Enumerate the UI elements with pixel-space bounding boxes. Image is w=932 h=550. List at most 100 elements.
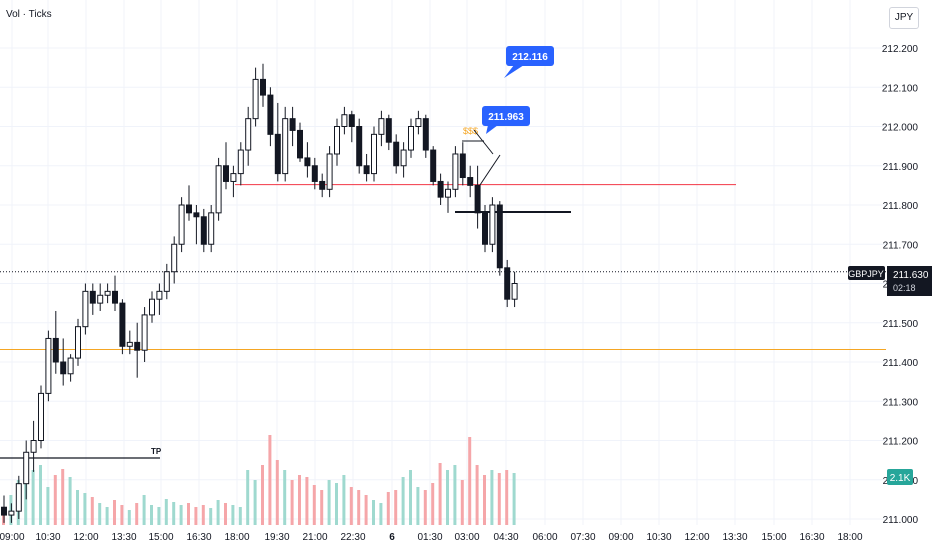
candle[interactable] bbox=[38, 392, 44, 441]
candle[interactable] bbox=[208, 212, 215, 245]
candle[interactable] bbox=[408, 126, 414, 151]
candle[interactable] bbox=[445, 188, 451, 198]
candle[interactable] bbox=[260, 78, 266, 96]
candle[interactable] bbox=[89, 290, 96, 304]
candle[interactable] bbox=[422, 118, 429, 151]
volume-bar bbox=[187, 503, 190, 525]
candle[interactable] bbox=[141, 314, 148, 351]
candle[interactable] bbox=[200, 216, 207, 245]
volume-bar bbox=[468, 437, 472, 525]
candle[interactable] bbox=[237, 149, 244, 175]
candle[interactable] bbox=[511, 283, 518, 300]
candle[interactable] bbox=[482, 212, 488, 245]
candle[interactable] bbox=[163, 271, 170, 292]
time-tick-label: 6 bbox=[389, 532, 395, 543]
time-tick-label: 18:00 bbox=[224, 532, 249, 543]
candle[interactable] bbox=[82, 290, 89, 328]
candle[interactable] bbox=[452, 153, 459, 190]
volume-bar bbox=[231, 505, 235, 525]
candle[interactable] bbox=[326, 153, 333, 190]
volume-bar bbox=[423, 490, 427, 525]
candle[interactable] bbox=[126, 341, 133, 347]
candle[interactable] bbox=[252, 78, 259, 120]
candle[interactable] bbox=[459, 153, 466, 179]
candle[interactable] bbox=[1, 506, 7, 516]
candle[interactable] bbox=[52, 337, 59, 363]
candle[interactable] bbox=[415, 118, 422, 128]
candle[interactable] bbox=[23, 451, 30, 485]
volume-bar bbox=[438, 463, 442, 525]
candle[interactable] bbox=[304, 157, 311, 167]
candle[interactable] bbox=[149, 298, 155, 316]
candle[interactable] bbox=[496, 204, 503, 269]
volume-bar bbox=[216, 500, 220, 525]
callout-212116-bubble[interactable] bbox=[506, 46, 554, 66]
candle[interactable] bbox=[97, 294, 104, 304]
candle[interactable] bbox=[371, 133, 377, 175]
currency-selector[interactable]: JPY bbox=[889, 7, 919, 29]
candle[interactable] bbox=[504, 267, 511, 300]
candle[interactable] bbox=[467, 177, 474, 186]
candle[interactable] bbox=[363, 165, 370, 175]
candle[interactable] bbox=[356, 126, 363, 167]
volume-bar bbox=[349, 487, 353, 525]
candle[interactable] bbox=[282, 118, 289, 175]
time-tick-label: 16:30 bbox=[799, 532, 824, 543]
candle[interactable] bbox=[341, 114, 348, 127]
volume-bar bbox=[39, 465, 42, 525]
candle[interactable] bbox=[112, 290, 118, 304]
candle[interactable] bbox=[348, 114, 355, 127]
liquidity-label: $$$ bbox=[463, 126, 478, 136]
candle[interactable] bbox=[30, 440, 37, 453]
candle[interactable] bbox=[171, 243, 178, 273]
candle[interactable] bbox=[223, 165, 229, 182]
candle[interactable] bbox=[230, 173, 237, 182]
volume-bar bbox=[327, 480, 331, 525]
volume-bar bbox=[416, 487, 420, 525]
trend-line[interactable] bbox=[477, 154, 501, 189]
candle[interactable] bbox=[215, 165, 222, 214]
callout-211963-bubble[interactable] bbox=[482, 106, 530, 126]
candle[interactable] bbox=[437, 180, 444, 198]
candle[interactable] bbox=[60, 361, 67, 375]
candle[interactable] bbox=[156, 290, 163, 300]
time-axis[interactable] bbox=[0, 526, 886, 550]
candle[interactable] bbox=[267, 94, 274, 135]
candle[interactable] bbox=[119, 302, 126, 347]
candle[interactable] bbox=[134, 341, 141, 351]
candle[interactable] bbox=[289, 118, 296, 131]
time-tick-label: 18:00 bbox=[837, 532, 862, 543]
candle[interactable] bbox=[245, 118, 252, 151]
volume-bar bbox=[386, 492, 390, 525]
candle[interactable] bbox=[193, 212, 200, 218]
volume-bar bbox=[320, 490, 324, 525]
volume-bar bbox=[209, 508, 213, 525]
candle[interactable] bbox=[319, 180, 326, 190]
candle[interactable] bbox=[178, 204, 185, 245]
candle[interactable] bbox=[297, 129, 303, 159]
candle[interactable] bbox=[474, 184, 481, 214]
candle[interactable] bbox=[45, 337, 52, 394]
symbol-badge bbox=[848, 266, 885, 280]
volume-bar bbox=[24, 483, 28, 525]
candle[interactable] bbox=[385, 118, 392, 143]
candle[interactable] bbox=[334, 126, 340, 155]
candle[interactable] bbox=[8, 510, 15, 516]
candle[interactable] bbox=[274, 133, 281, 175]
candle[interactable] bbox=[104, 290, 111, 296]
candle[interactable] bbox=[15, 483, 22, 512]
candle[interactable] bbox=[400, 149, 407, 167]
volume-bar bbox=[275, 460, 279, 525]
current-price-value: 211.630 bbox=[893, 270, 929, 281]
candle[interactable] bbox=[430, 149, 437, 182]
candle[interactable] bbox=[67, 357, 74, 375]
candle[interactable] bbox=[378, 118, 385, 135]
candle[interactable] bbox=[393, 141, 400, 167]
candle[interactable] bbox=[75, 326, 81, 359]
volume-bar bbox=[357, 490, 361, 525]
candle[interactable] bbox=[186, 204, 192, 214]
trend-line[interactable] bbox=[473, 129, 494, 155]
candle[interactable] bbox=[311, 165, 318, 182]
candle[interactable] bbox=[489, 204, 496, 245]
